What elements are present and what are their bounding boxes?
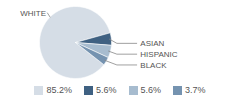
html-text:5.6%: 5.6% [96, 85, 117, 95]
svg-text:HISPANIC: HISPANIC [140, 50, 177, 59]
svg-text:ASIAN: ASIAN [140, 39, 164, 48]
svg-text:WHITE: WHITE [20, 9, 46, 18]
html-text:5.6%: 5.6% [140, 85, 161, 95]
html-text:3.7%: 3.7% [185, 85, 206, 95]
html-text:85.2%: 85.2% [46, 85, 72, 95]
svg-text:BLACK: BLACK [140, 61, 167, 70]
